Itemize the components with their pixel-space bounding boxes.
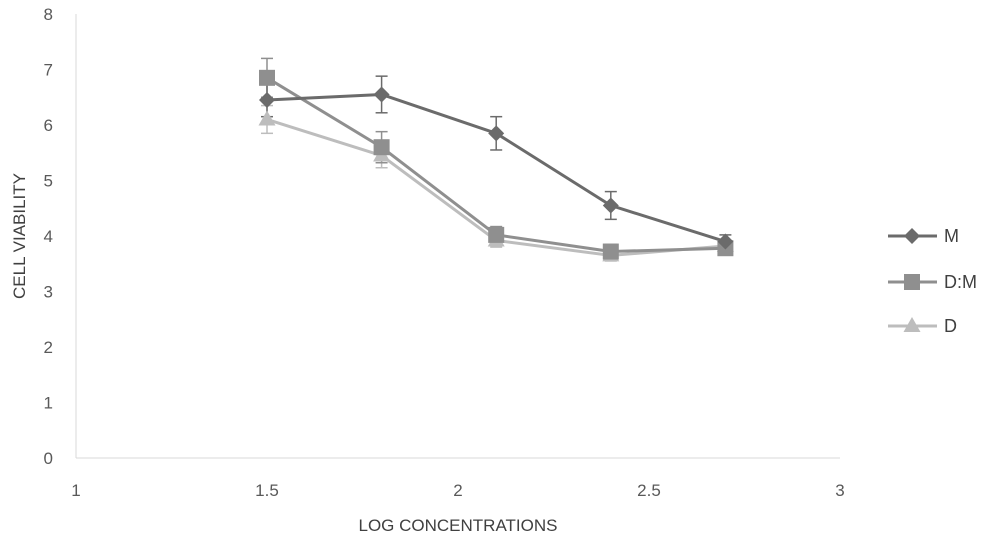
y-tick-label: 3 [44,283,53,302]
data-point [602,243,619,260]
x-axis-title: LOG CONCENTRATIONS [359,516,558,535]
legend-marker [904,274,920,290]
legend-label: D [944,316,957,336]
y-axis-title: CELL VIABILITY [10,173,29,299]
y-tick-labels: 0 1 2 3 4 5 6 7 8 [44,5,53,468]
x-tick-label: 2.5 [637,481,661,500]
data-point [717,233,734,250]
legend-marker [903,317,921,332]
legend: M D:M D [888,226,977,336]
data-point [488,125,505,142]
legend-label: M [944,226,959,246]
y-tick-label: 8 [44,5,53,24]
data-point [373,86,390,103]
y-tick-label: 6 [44,116,53,135]
x-tick-label: 1.5 [255,481,279,500]
legend-marker [904,228,920,244]
data-point [373,139,390,156]
y-tick-label: 1 [44,394,53,413]
series-line [266,76,726,254]
y-tick-label: 4 [44,227,53,246]
x-tick-label: 3 [835,481,844,500]
data-point [259,69,275,86]
x-tick-label: 2 [453,481,462,500]
x-tick-labels: 1 1.5 2 2.5 3 [71,481,844,500]
y-tick-label: 2 [44,338,53,357]
y-tick-label: 5 [44,172,53,191]
y-tick-label: 0 [44,449,53,468]
series-markers [258,69,734,262]
data-point [488,226,505,243]
x-tick-label: 1 [71,481,80,500]
data-point [258,110,276,126]
legend-label: D:M [944,272,977,292]
data-point [259,92,275,109]
y-tick-label: 7 [44,61,53,80]
data-point [602,197,619,214]
